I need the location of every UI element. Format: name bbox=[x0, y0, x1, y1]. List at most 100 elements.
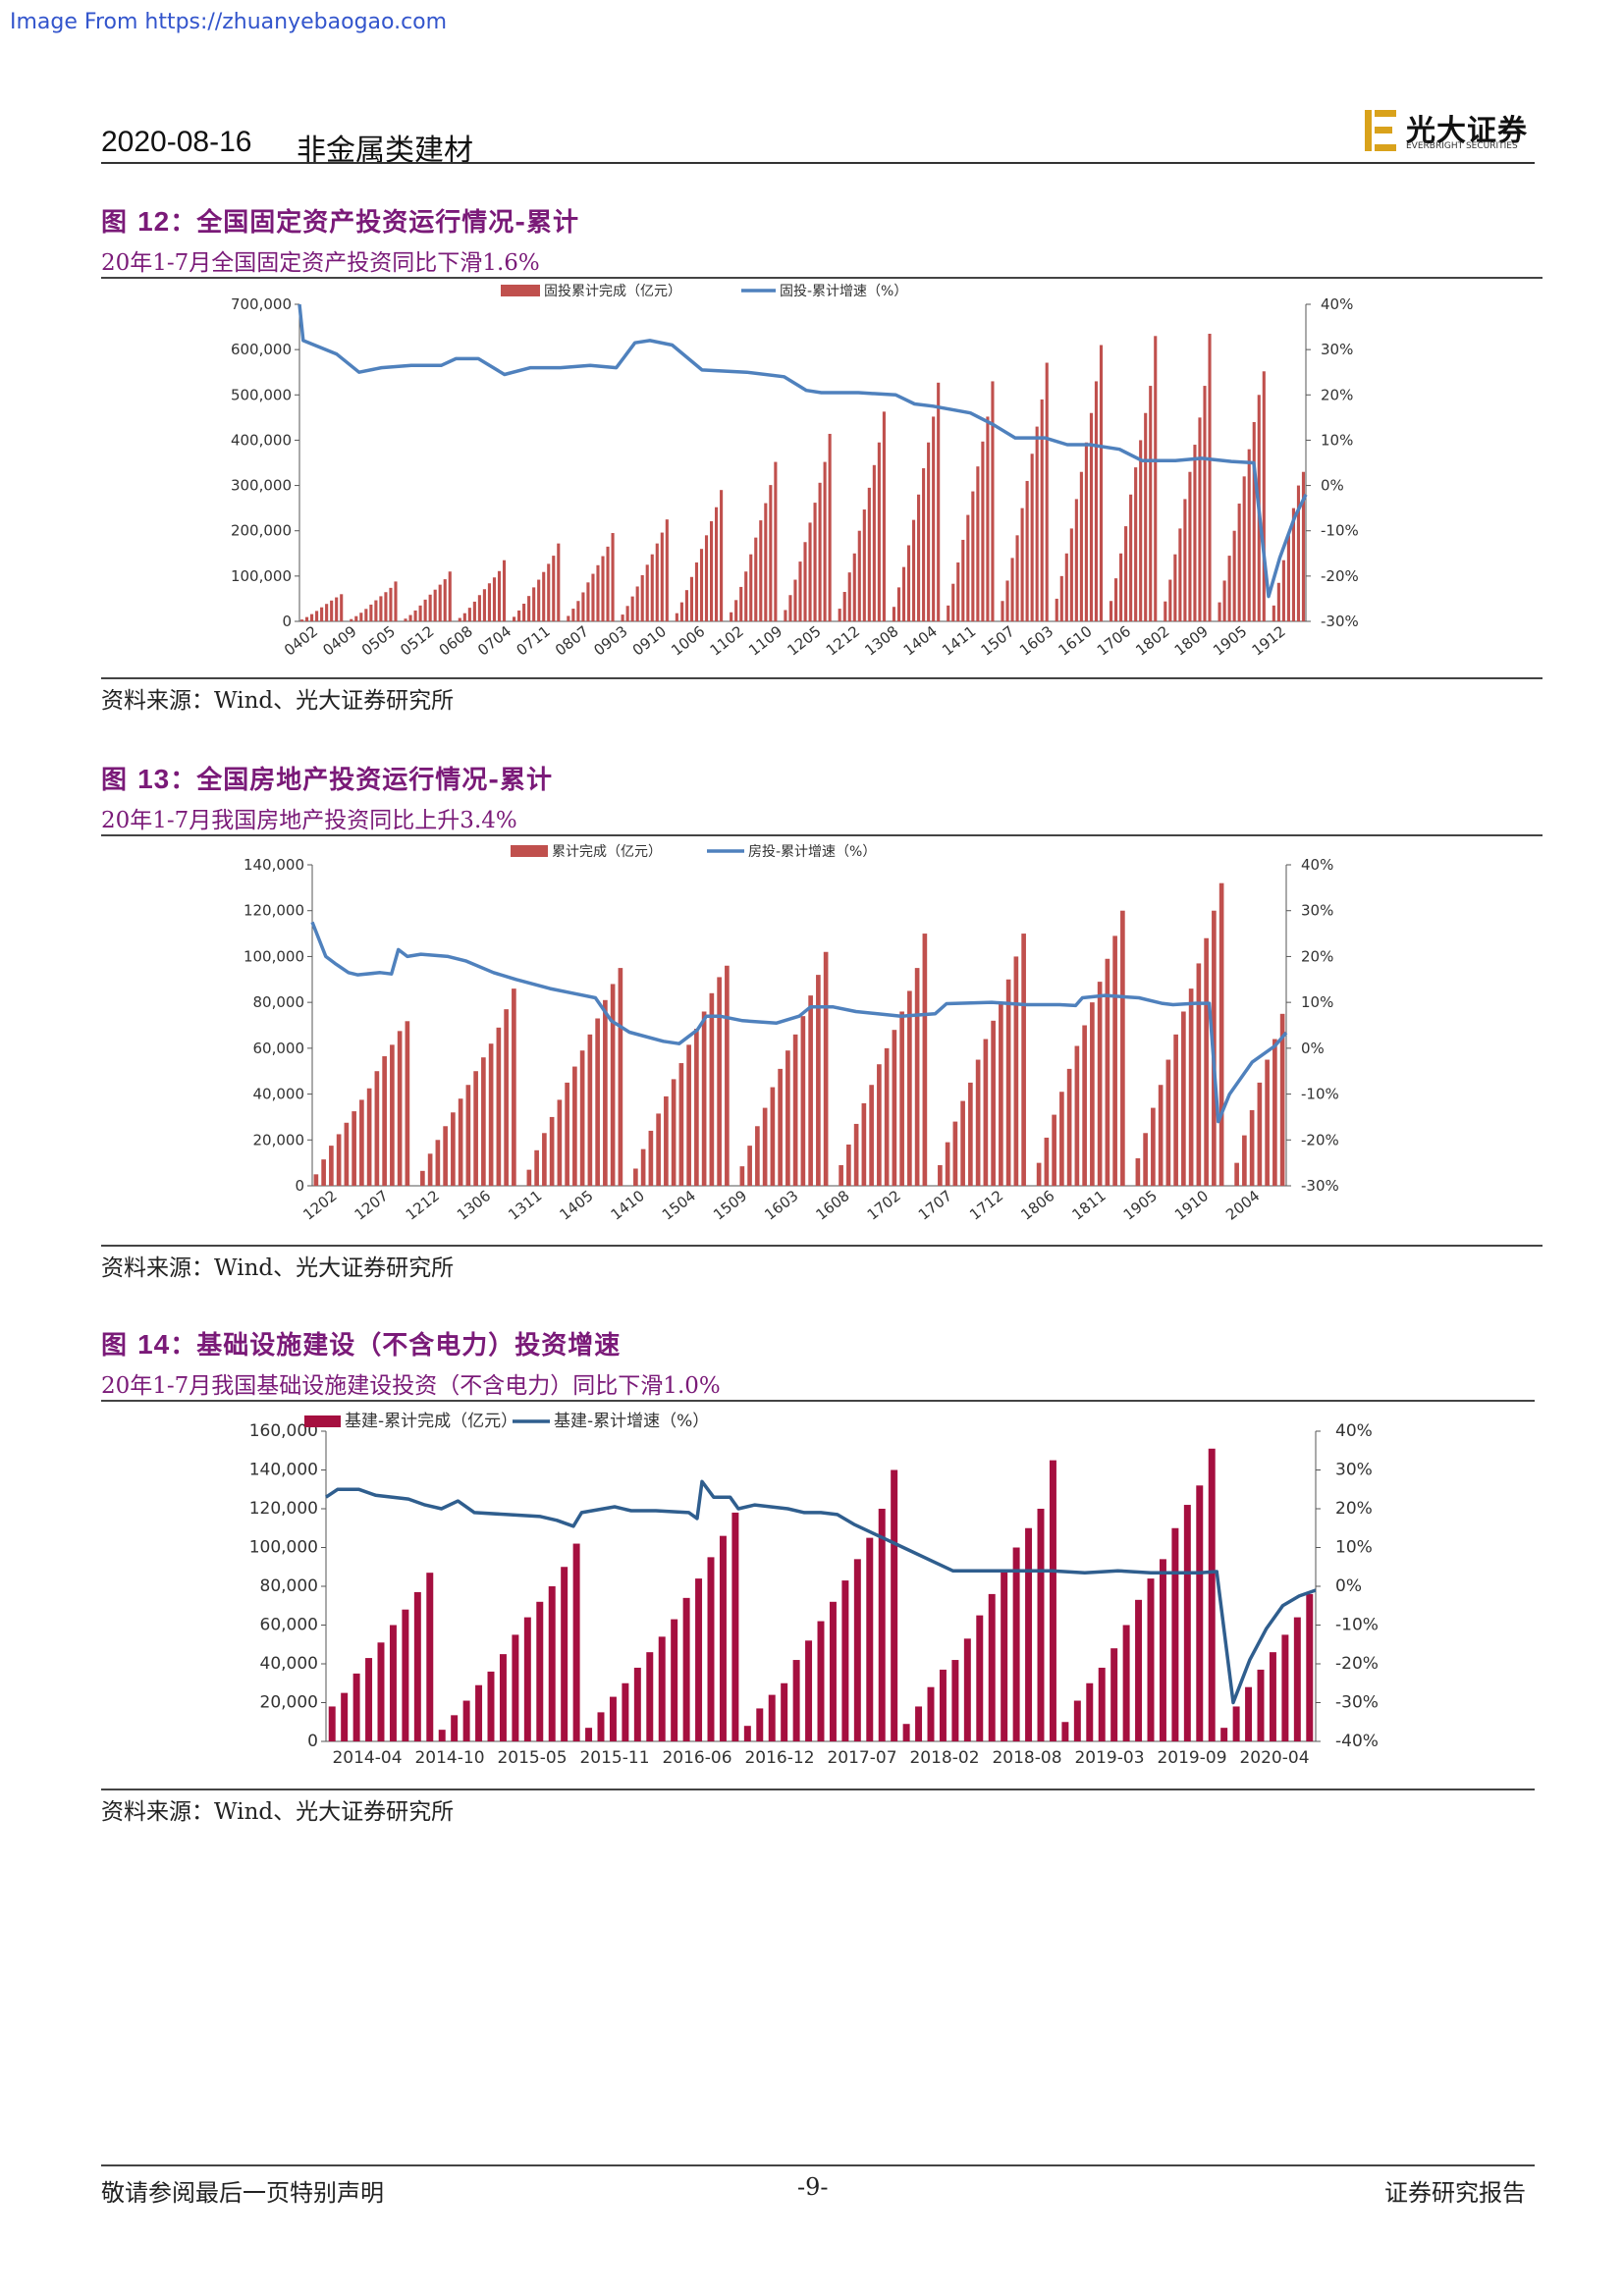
bar bbox=[1110, 1648, 1118, 1741]
figure-13-source: 资料来源：Wind、光大证券研究所 bbox=[101, 1255, 455, 1281]
bar bbox=[635, 586, 639, 621]
bar bbox=[656, 1113, 661, 1186]
category-label: 0903 bbox=[590, 622, 630, 660]
bar bbox=[394, 581, 398, 621]
company-logo: 光大证券 EVERBRIGHT SECURITIES bbox=[1363, 106, 1535, 155]
bar bbox=[784, 610, 787, 621]
bar bbox=[927, 442, 931, 621]
bar bbox=[601, 556, 605, 621]
bar bbox=[671, 1079, 677, 1186]
header-divider bbox=[101, 162, 1535, 164]
bar bbox=[842, 592, 846, 621]
bar bbox=[1232, 1706, 1240, 1741]
bar bbox=[927, 1686, 935, 1741]
bar bbox=[896, 587, 901, 621]
bar bbox=[646, 1652, 654, 1741]
bar bbox=[785, 1050, 790, 1186]
figure-number: 12 bbox=[137, 206, 171, 237]
bar bbox=[1069, 528, 1073, 621]
bar bbox=[1159, 1559, 1166, 1741]
bar bbox=[1074, 499, 1078, 621]
bar bbox=[1040, 399, 1044, 621]
right-tick-label: 10% bbox=[1321, 431, 1353, 449]
category-label: 0512 bbox=[397, 622, 437, 660]
bar bbox=[798, 561, 802, 621]
left-tick-label: 60,000 bbox=[253, 1040, 305, 1057]
left-tick-label: 500,000 bbox=[231, 386, 292, 403]
bar bbox=[585, 1728, 593, 1741]
bar bbox=[678, 1063, 684, 1186]
category-label: 1006 bbox=[668, 622, 708, 660]
category-label: 1306 bbox=[454, 1187, 494, 1224]
bar bbox=[1052, 1114, 1056, 1186]
bar bbox=[458, 617, 461, 621]
bar bbox=[1064, 553, 1068, 621]
bar bbox=[725, 965, 730, 1186]
bar bbox=[1066, 1068, 1072, 1186]
bar bbox=[808, 995, 813, 1186]
bar bbox=[587, 1034, 593, 1186]
bar bbox=[610, 984, 616, 1186]
bar bbox=[1249, 1109, 1255, 1186]
bar bbox=[857, 530, 861, 621]
bar bbox=[947, 605, 950, 621]
bar bbox=[731, 1512, 739, 1741]
bar bbox=[633, 1667, 641, 1741]
bar bbox=[609, 1696, 617, 1741]
bar bbox=[448, 571, 452, 621]
figure-title-text: ：基础设施建设（不含电力）投资增速 bbox=[170, 1331, 622, 1361]
bar bbox=[730, 612, 733, 621]
bar bbox=[1296, 485, 1301, 621]
bar bbox=[1227, 556, 1231, 621]
bar bbox=[981, 441, 985, 621]
bar bbox=[1276, 582, 1280, 621]
bar bbox=[1252, 421, 1256, 621]
category-label: 1712 bbox=[966, 1187, 1006, 1224]
left-tick-label: 160,000 bbox=[249, 1421, 318, 1441]
bar bbox=[341, 1692, 349, 1741]
bar bbox=[1049, 1460, 1056, 1741]
bar bbox=[591, 573, 595, 621]
figure-14-subtitle: 20年1-7月我国基础设施建设投资（不含电力）同比下滑1.0% bbox=[101, 1373, 721, 1399]
bar bbox=[622, 1682, 629, 1741]
figure-prefix: 图 bbox=[101, 766, 129, 795]
bar bbox=[633, 1168, 638, 1186]
bar bbox=[325, 604, 329, 621]
category-label: 2014-04 bbox=[332, 1748, 402, 1768]
bar bbox=[384, 592, 388, 621]
bar bbox=[877, 442, 881, 621]
bar bbox=[966, 514, 970, 621]
category-label: 0608 bbox=[436, 622, 476, 660]
left-tick-label: 80,000 bbox=[260, 1576, 318, 1596]
bar bbox=[686, 1044, 691, 1186]
bar bbox=[838, 609, 841, 621]
right-tick-label: 20% bbox=[1321, 386, 1353, 403]
right-tick-label: 40% bbox=[1335, 1421, 1373, 1441]
bar bbox=[1272, 1039, 1277, 1186]
watermark-text[interactable]: Image From https://zhuanyebaogao.com bbox=[10, 10, 448, 34]
bar bbox=[769, 485, 773, 621]
bar bbox=[660, 532, 664, 621]
bar bbox=[952, 1121, 958, 1186]
bar bbox=[1005, 580, 1009, 621]
bar bbox=[828, 433, 832, 621]
bar bbox=[682, 1597, 690, 1741]
bar bbox=[1188, 988, 1194, 1186]
bar bbox=[664, 1095, 669, 1186]
infrastructure-investment-chart: 0 20,000 40,000 60,000 80,000 100,000 120,000 1… bbox=[249, 1412, 1379, 1768]
bar bbox=[915, 1706, 923, 1741]
bar bbox=[527, 596, 531, 621]
real-estate-investment-chart: 0 20,000 40,000 60,000 80,000 100,000 120,000 1… bbox=[244, 844, 1339, 1224]
bar bbox=[1112, 935, 1117, 1186]
bar bbox=[768, 1694, 776, 1741]
right-tick-label: 0% bbox=[1321, 477, 1344, 495]
legend-bar-swatch bbox=[511, 845, 548, 857]
bar bbox=[413, 1591, 421, 1741]
legend-bar-label: 累计完成（亿元） bbox=[552, 844, 662, 860]
category-label: 1610 bbox=[1055, 622, 1095, 660]
figure-number: 13 bbox=[137, 764, 171, 794]
bar bbox=[892, 607, 896, 621]
bar bbox=[951, 583, 955, 621]
right-tick-label: -10% bbox=[1321, 522, 1359, 540]
bar bbox=[744, 571, 748, 621]
